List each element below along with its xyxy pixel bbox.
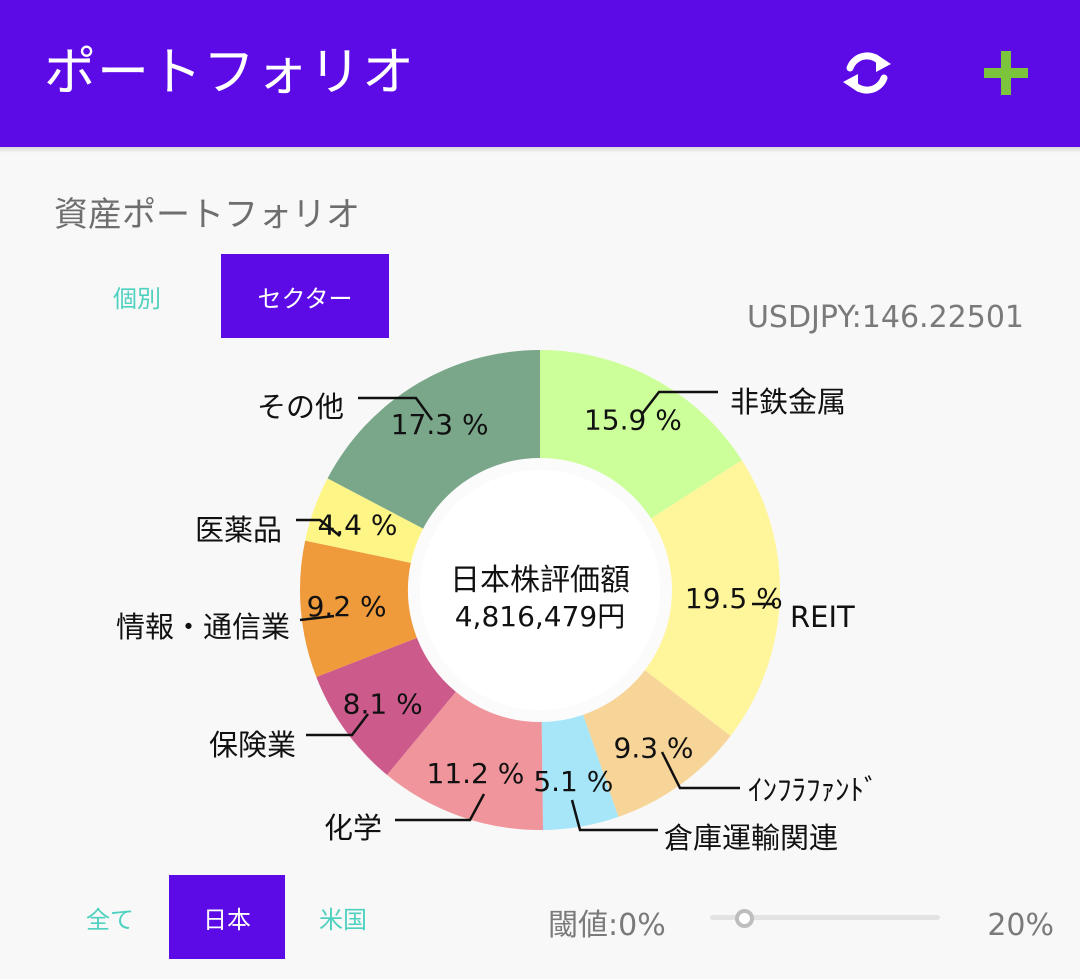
slice-percent-label: 19.5 % <box>685 582 783 615</box>
sector-name-label: 化学 <box>324 811 382 845</box>
leader-line <box>358 396 434 421</box>
slice-percent-label: 9.3 % <box>614 731 694 764</box>
fx-rate-label: USDJPY:146.22501 <box>746 300 1024 335</box>
center-value: 4,816,479円 <box>455 600 626 633</box>
threshold-label: 閾値:0% <box>548 908 666 943</box>
slice-percent-label: 4.4 % <box>317 508 397 541</box>
threshold-slider-track[interactable] <box>710 915 940 920</box>
pie-slice[interactable] <box>644 460 780 736</box>
threshold-max-label: 20% <box>987 908 1054 943</box>
refresh-button[interactable] <box>836 44 898 106</box>
tab-all[interactable]: 全て <box>86 905 134 934</box>
pie-slice[interactable] <box>316 637 456 775</box>
leader-line <box>296 518 341 537</box>
sector-name-label: 保険業 <box>209 728 296 762</box>
pie-slice[interactable] <box>387 691 544 830</box>
threshold-slider-thumb[interactable] <box>735 909 754 928</box>
slice-percent-label: 17.3 % <box>391 408 489 441</box>
center-title: 日本株評価額 <box>450 563 630 598</box>
donut-hole <box>420 470 660 710</box>
pie-slice[interactable] <box>540 350 742 519</box>
pie-slice[interactable] <box>327 350 540 529</box>
refresh-icon <box>838 44 896 106</box>
sector-name-label: 情報・通信業 <box>116 610 290 644</box>
app-bar: ポートフォリオ <box>0 0 1080 147</box>
tab-us[interactable]: 米国 <box>319 905 367 934</box>
add-button[interactable] <box>975 44 1037 106</box>
sector-name-label: ｲﾝﾌﾗﾌｧﾝﾄﾞ <box>748 773 879 807</box>
sector-donut-chart: 15.9 % 19.5 % 9.3 %5.1 %11.2 % 8.1 % 9.2 % 4.… <box>116 350 879 855</box>
tab-sector[interactable]: セクター <box>221 254 389 338</box>
section-title: 資産ポートフォリオ <box>54 195 360 235</box>
tab-japan[interactable]: 日本 <box>169 875 285 959</box>
app-title: ポートフォリオ <box>44 43 416 103</box>
leader-line <box>570 799 658 832</box>
leader-line <box>395 793 486 822</box>
leader-line <box>660 751 740 790</box>
pie-slice[interactable] <box>541 714 619 830</box>
sector-name-label: 倉庫運輸関連 <box>664 821 838 855</box>
tab-individual[interactable]: 個別 <box>113 284 161 313</box>
sector-name-label: 非鉄金属 <box>730 385 846 419</box>
leader-line <box>306 713 369 737</box>
pie-slice[interactable] <box>583 670 731 817</box>
sector-name-label: REIT <box>790 600 855 634</box>
slice-percent-label: 11.2 % <box>427 757 525 790</box>
pie-slice[interactable] <box>300 540 417 677</box>
slice-percent-label: 15.9 % <box>584 404 682 437</box>
slice-percent-label: 9.2 % <box>307 590 387 623</box>
leader-line <box>641 390 718 415</box>
sector-name-label: 医薬品 <box>195 513 282 547</box>
app-bar-shadow <box>0 147 1080 153</box>
pie-slice[interactable] <box>305 478 424 563</box>
plus-icon <box>980 47 1032 103</box>
leader-line <box>299 614 335 622</box>
slice-percent-label: 5.1 % <box>533 765 613 798</box>
slice-percent-label: 8.1 % <box>343 688 423 721</box>
sector-name-label: その他 <box>257 390 344 424</box>
